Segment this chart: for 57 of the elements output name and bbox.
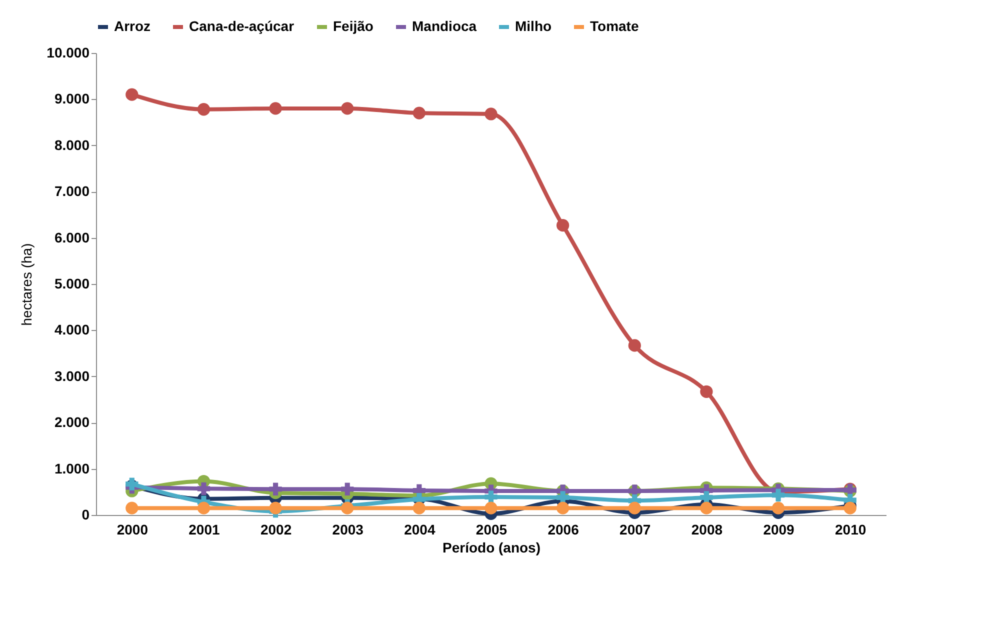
point [484, 502, 498, 514]
point [126, 502, 138, 514]
x-tick-label: 2008 [691, 522, 723, 538]
y-tick-label: 8.000 [54, 136, 90, 153]
y-tick-label: 9.000 [54, 90, 90, 107]
point [341, 102, 354, 115]
x-tick-label: 2002 [260, 522, 292, 538]
legend-label: Tomate [590, 18, 639, 34]
x-tick-label: 2006 [548, 522, 580, 538]
point [484, 108, 498, 120]
y-axis-title: hectares (ha) [18, 243, 35, 326]
point [197, 502, 210, 514]
legend-label: Milho [515, 18, 552, 34]
point [700, 502, 713, 514]
point [269, 102, 282, 115]
x-tick-label: 2004 [404, 522, 436, 538]
x-tick-label: 2009 [763, 522, 795, 538]
point [341, 482, 354, 496]
y-tick-label: 2.000 [54, 414, 90, 430]
x-tick-label: 2005 [476, 522, 508, 538]
point [412, 106, 426, 120]
legend-label: Feijão [333, 18, 374, 34]
x-axis-title: Período (anos) [442, 540, 541, 556]
point [197, 482, 210, 495]
point [700, 491, 713, 504]
legend-label: Mandioca [412, 18, 477, 34]
point [269, 482, 282, 496]
point [556, 491, 570, 504]
legend-label: Arroz [114, 18, 151, 34]
point [126, 88, 138, 101]
y-tick-label: 1.000 [54, 460, 90, 476]
y-tick-label: 3.000 [54, 368, 90, 384]
y-tick-label: 4.000 [54, 322, 90, 338]
legend-label: Cana-de-açúcar [189, 18, 295, 34]
point [341, 502, 354, 514]
x-tick-label: 2001 [188, 522, 220, 538]
y-tick-label: 10.000 [46, 44, 90, 60]
point [700, 385, 713, 398]
point [556, 219, 570, 232]
y-tick-label: 6.000 [54, 229, 90, 246]
point [412, 502, 426, 514]
y-tick-label: 5.000 [54, 276, 90, 292]
y-tick-label: 0 [82, 506, 90, 522]
x-tick-label: 2007 [620, 522, 651, 538]
point [269, 502, 282, 514]
point [484, 490, 498, 504]
point [197, 103, 210, 116]
point [772, 502, 785, 514]
x-tick-label: 2010 [835, 522, 866, 538]
x-tick-label: 2000 [116, 522, 148, 538]
point [628, 502, 641, 514]
point [772, 488, 785, 502]
point [844, 502, 856, 514]
x-tick-label: 2003 [332, 522, 364, 538]
y-tick-label: 7.000 [54, 183, 90, 200]
point [556, 502, 570, 514]
point [628, 339, 641, 352]
